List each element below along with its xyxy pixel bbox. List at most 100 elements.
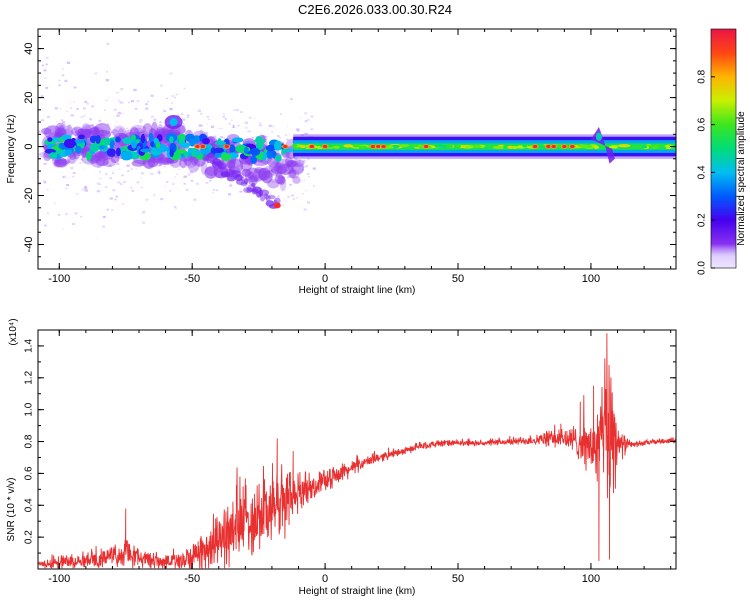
spectrogram-speckle — [197, 109, 201, 113]
spectrogram-peak — [570, 145, 575, 149]
spectrogram-cloud — [91, 125, 100, 137]
spectrogram-speckle — [174, 176, 177, 178]
spectrogram-speckle — [286, 138, 289, 141]
spectrogram-speckle — [298, 160, 301, 162]
spectrogram-speckle — [61, 74, 65, 77]
spectrogram-blob — [274, 154, 282, 162]
spectrogram-speckle — [300, 133, 305, 137]
spec-x-tick-label: 0 — [322, 273, 328, 285]
spectrogram-blob — [47, 137, 53, 142]
spectrogram-speckle — [300, 117, 302, 119]
spectrogram-speckle — [79, 215, 83, 218]
spectrogram-speckle — [67, 128, 70, 130]
spectrogram-speckle — [306, 133, 309, 135]
spectrogram-speckle — [285, 134, 287, 136]
spectrogram-speckle — [39, 146, 43, 149]
spectrogram-speckle — [195, 182, 200, 185]
spectrogram-speckle — [301, 193, 304, 195]
spectrogram-speckle — [210, 125, 215, 128]
spectrogram-speckle — [275, 166, 278, 168]
spectrogram-arm — [263, 193, 269, 200]
colorbar-frame — [710, 28, 737, 269]
spectrogram-speckle — [169, 108, 173, 111]
spectrogram-speckle — [84, 187, 88, 190]
spec-x-tick-label: 100 — [582, 273, 600, 285]
spectrogram-speckle — [200, 124, 204, 127]
spectrogram-speckle — [113, 115, 115, 117]
spectrogram-peak — [423, 145, 429, 149]
spectrogram-speckle — [65, 187, 68, 189]
spectrogram-speckle — [294, 157, 298, 160]
spectrogram-speckle — [268, 124, 272, 128]
snr-y-tick-label: 0.6 — [24, 466, 35, 480]
stable-band-fleck — [503, 145, 509, 149]
spectrogram-speckle — [70, 167, 74, 170]
spectrogram-speckle — [180, 113, 184, 116]
spectrogram-speckle — [304, 165, 308, 168]
spectrogram-speckle — [176, 114, 180, 117]
colorbar-label: Normalized spectral amplitude — [736, 111, 747, 246]
spectrogram-speckle — [160, 84, 163, 87]
spectrogram-blob — [109, 139, 115, 149]
stable-band-fleck — [577, 144, 587, 148]
spectrogram-speckle — [82, 168, 85, 170]
spectrogram-peak — [224, 145, 229, 149]
spectrogram-speckle — [220, 160, 224, 163]
spectrogram-speckle — [249, 116, 252, 119]
spectrogram-peak — [283, 145, 288, 149]
spectrogram-speckle — [121, 174, 124, 177]
spectrogram-speckle — [106, 71, 108, 73]
spectrogram-peak — [376, 145, 381, 149]
spectrogram-blob — [220, 153, 232, 162]
spectrogram-speckle — [115, 92, 118, 94]
spectrogram-speckle — [289, 183, 292, 186]
spectrogram-speckle — [205, 132, 209, 134]
snr-x-tick-label: 0 — [322, 573, 328, 585]
spectrogram-speckle — [143, 126, 147, 129]
snr-y-tick-label: 1.0 — [24, 402, 35, 416]
spectrogram-arm — [226, 176, 236, 182]
spectrogram-speckle — [307, 173, 310, 175]
spectrogram-speckle — [118, 168, 121, 170]
spectrogram-blob — [183, 151, 189, 158]
snr-x-tick-label: 50 — [452, 573, 464, 585]
spectrogram-speckle — [307, 201, 311, 204]
snr-series-line — [38, 333, 676, 569]
spectrogram-blob — [95, 135, 101, 144]
spectrogram-speckle — [163, 110, 167, 113]
spectrogram-speckle — [304, 132, 308, 135]
spec-x-tick-label: -50 — [184, 273, 200, 285]
spectrogram-arm — [267, 194, 276, 200]
spectrogram-speckle — [139, 119, 143, 122]
spectrogram-speckle — [206, 161, 208, 163]
spectrogram-speckle — [218, 127, 221, 129]
spectrogram-speckle — [307, 135, 310, 137]
spectrogram-blob — [97, 144, 106, 150]
spectrogram-speckle — [220, 136, 224, 139]
spectrogram-speckle — [269, 193, 272, 196]
spectrogram-blob — [266, 149, 274, 159]
spectrogram-speckle — [126, 127, 128, 129]
stable-band-fleck — [406, 145, 415, 150]
spectrogram-cloud — [261, 170, 273, 184]
spectrogram-speckle — [101, 225, 106, 228]
spectrogram-speckle — [171, 164, 174, 166]
spectrogram-speckle — [278, 136, 282, 139]
spec-y-tick-label: 40 — [23, 42, 35, 54]
spectrogram-speckle — [199, 131, 203, 134]
spectrogram-blob — [193, 135, 200, 144]
spectrogram-speckle — [235, 108, 239, 112]
spectrogram-speckle — [310, 128, 314, 131]
spectrogram-arm — [251, 182, 256, 188]
spectrogram-speckle — [135, 168, 138, 170]
spectrogram-speckle — [54, 107, 58, 110]
spectrogram-speckle — [134, 107, 138, 110]
stable-band-fleck — [333, 145, 340, 149]
spectrogram-speckle — [70, 114, 74, 117]
spectrogram-blob — [122, 137, 134, 145]
spectrogram-speckle — [231, 119, 233, 121]
spectrogram-speckle — [57, 84, 62, 87]
spectrogram-speckle — [130, 168, 133, 170]
spectrogram-speckle — [232, 126, 236, 128]
spectrogram-speckle — [288, 133, 291, 135]
